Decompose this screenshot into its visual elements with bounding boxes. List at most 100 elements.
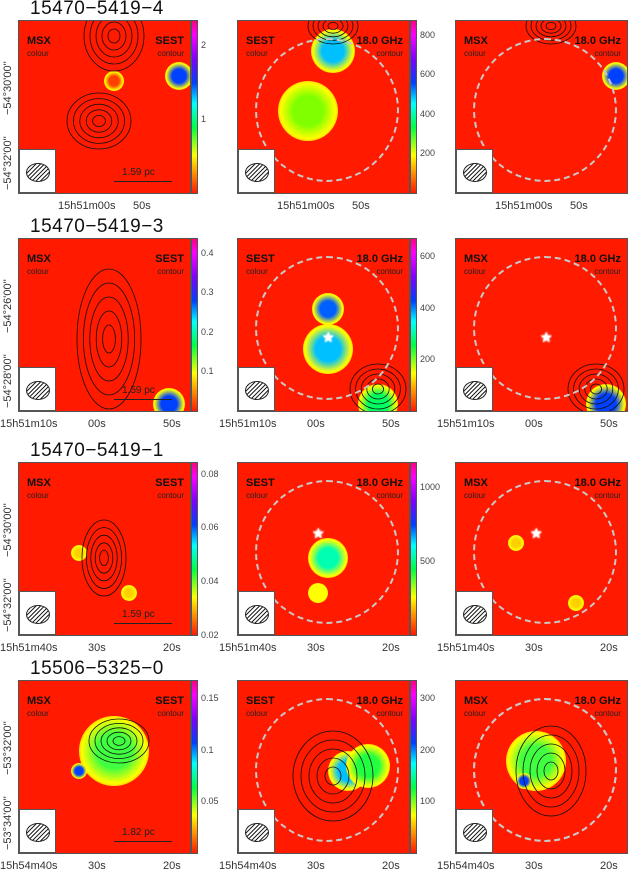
contour [366,378,390,400]
colour-sublabel: colour [246,491,268,500]
colorbar-tick-label: 0.1 [201,366,214,377]
colorbar [191,20,198,194]
beam-inset [456,367,493,411]
contour [106,731,132,751]
contour [88,718,150,764]
contour [545,22,557,30]
ra-tick-label: 15h51m10s [0,418,58,430]
colour-sublabel: colour [27,49,49,58]
contour [94,723,144,760]
contour [83,21,145,72]
primary-beam-circle [473,698,617,842]
contour [94,542,114,574]
contour [66,92,132,150]
colour-sublabel: colour [464,49,486,58]
contour-sublabel: contour [157,491,184,500]
ra-tick-label: 15h51m40s [437,642,495,654]
ra-tick-label: 20s [163,860,181,872]
colorbar [410,680,417,854]
scale-bar-label: 1.82 pc [122,827,155,838]
scale-bar [114,181,172,182]
map-panel: MSX colour SEST contour 1.59 pc [18,462,191,636]
map-panel: MSX colour 18.0 GHz contour [455,20,628,194]
map-panel: MSX colour 18.0 GHz contour [455,680,628,854]
contour-label: SEST [155,695,184,707]
beam-inset [456,149,493,193]
map-panel: ★ SEST colour 18.0 GHz contour [237,462,410,636]
scale-bar-label: 1.59 pc [122,167,155,178]
star-marker: ★ [540,329,553,345]
colour-sublabel: colour [27,709,49,718]
beam-ellipse-icon [245,823,269,842]
contour-sublabel: contour [376,709,403,718]
primary-beam-circle [255,480,399,624]
colour-label: MSX [464,35,488,47]
primary-beam-circle [255,38,399,182]
row-title: 15470−5419−4 [30,0,164,19]
scale-bar [114,623,172,624]
colorbar-tick-label: 0.3 [201,287,214,298]
contour [371,383,384,395]
ra-tick-label: 15h51m10s [219,418,277,430]
contour [101,21,127,51]
contour [76,268,142,410]
beam-ellipse-icon [26,605,50,624]
contour [535,21,567,38]
contour [79,103,119,139]
row-title: 15506−5325−0 [30,658,164,679]
beam-ellipse-icon [26,823,50,842]
beam-ellipse-icon [26,163,50,182]
colorbar-tick-label: 200 [420,744,436,755]
beam-ellipse-icon [245,605,269,624]
colorbar-tick-label: 600 [420,251,436,262]
map-panel: SEST colour 18.0 GHz contour [237,20,410,194]
row-title: 15470−5419−3 [30,216,164,237]
colour-label: MSX [27,253,51,265]
colour-label: MSX [27,35,51,47]
contour-sublabel: contour [157,49,184,58]
ra-tick-label: 15h51m40s [0,642,58,654]
dec-tick-label: −53°34'00'' [2,796,14,850]
ra-tick-label: 30s [88,642,106,654]
contour-sublabel: contour [157,709,184,718]
contour [99,550,109,567]
contour-label: SEST [155,477,184,489]
colorbar-tick-label: 2 [201,40,207,51]
ra-tick-label: 30s [307,860,325,872]
ra-tick-label: 00s [88,418,106,430]
contour [92,115,106,128]
colour-label: SEST [246,35,275,47]
ra-tick-label: 15h51m00s [277,200,335,212]
scale-bar-label: 1.59 pc [122,609,155,620]
contour [317,21,349,38]
colorbar [410,238,417,412]
ra-tick-label: 50s [163,418,181,430]
beam-inset [238,149,275,193]
beam-inset [456,809,493,853]
colour-sublabel: colour [246,267,268,276]
beam-ellipse-icon [463,163,487,182]
ra-tick-label: 50s [600,418,618,430]
ra-tick-label: 15h51m00s [58,200,116,212]
dec-tick-label: −54°26'00'' [2,279,14,333]
ra-tick-label: 20s [382,860,400,872]
colorbar-tick-label: 0.08 [201,468,219,479]
beam-inset [19,149,56,193]
colour-sublabel: colour [246,49,268,58]
emission-blob [104,71,124,91]
colorbar-tick-label: 400 [420,302,436,313]
beam-ellipse-icon [245,381,269,400]
contour-label: 18.0 GHz [356,477,403,489]
colorbar-tick-label: 0.4 [201,247,214,258]
colorbar-tick-label: 0.1 [201,744,214,755]
ra-tick-label: 20s [600,860,618,872]
beam-ellipse-icon [463,381,487,400]
contour [589,383,602,395]
ra-tick-label: 20s [600,642,618,654]
colorbar-tick-label: 400 [420,108,436,119]
contour [100,727,138,755]
ra-tick-label: 50s [570,200,588,212]
contour-sublabel: contour [157,267,184,276]
scale-bar-label: 1.59 pc [122,385,155,396]
dec-tick-label: −53°32'00'' [2,721,14,775]
